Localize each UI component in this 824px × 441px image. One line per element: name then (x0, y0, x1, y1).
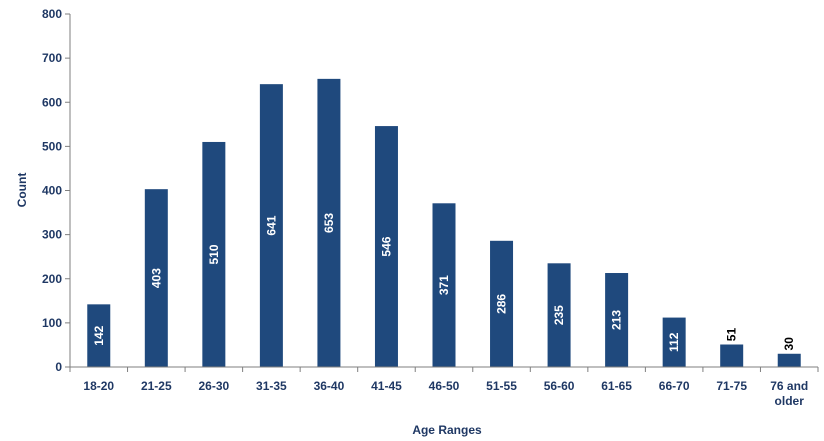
y-tick-label: 300 (42, 228, 62, 242)
bar (87, 304, 111, 367)
x-tick-label: 18-20 (83, 379, 114, 393)
y-tick-label: 600 (42, 95, 62, 109)
y-tick-label: 400 (42, 184, 62, 198)
x-tick-label-line: 56-60 (544, 379, 575, 393)
bar-value-label: 510 (207, 244, 221, 264)
bar (317, 78, 341, 368)
x-tick-label-line: 46-50 (429, 379, 460, 393)
bar-value-label: 371 (437, 275, 451, 295)
bar-value-label: 51 (725, 328, 739, 342)
y-tick-label: 700 (42, 51, 62, 65)
x-tick-label-line: older (775, 394, 805, 408)
y-tick-label: 200 (42, 272, 62, 286)
y-axis-title: Count (15, 173, 29, 208)
bar-value-label: 142 (92, 325, 106, 345)
bar (662, 317, 686, 367)
bar-value-label: 641 (264, 215, 278, 235)
bar (144, 189, 168, 367)
x-tick-label-line: 61-65 (601, 379, 632, 393)
x-tick-label: 76 and older (770, 379, 808, 408)
x-tick-label-line: 66-70 (659, 379, 690, 393)
x-tick-label: 41-45 (371, 379, 402, 393)
y-tick-label: 500 (42, 139, 62, 153)
bar-value-label: 653 (322, 213, 336, 233)
x-tick-label: 61-65 (601, 379, 632, 393)
x-tick-label-line: 51-55 (486, 379, 517, 393)
x-tick-label: 66-70 (659, 379, 690, 393)
x-tick-label-line: 41-45 (371, 379, 402, 393)
bar-value-label: 546 (379, 236, 393, 256)
x-axis: 18-20 21-25 26-30 31-35 36-40 41-45 46-50 51-55… (69, 366, 819, 408)
x-tick-label: 71-75 (716, 379, 747, 393)
bar (259, 84, 283, 367)
y-tick-label: 800 (42, 7, 62, 21)
bar (777, 353, 801, 367)
bar-value-label: 235 (552, 305, 566, 325)
x-tick-label-line: 76 and (770, 379, 808, 393)
bar-value-label: 213 (610, 310, 624, 330)
x-tick-label-line: 36-40 (314, 379, 345, 393)
bar-value-label: 112 (667, 332, 681, 352)
bar (202, 141, 226, 367)
bar-value-label: 403 (149, 268, 163, 288)
bar (720, 344, 744, 367)
bar-value-label: 286 (495, 294, 509, 314)
y-axis: 0 100 200 300 400 500 600 700 800 (42, 7, 71, 374)
x-tick-label: 36-40 (314, 379, 345, 393)
bar-value-label: 30 (782, 337, 796, 351)
bar (374, 126, 398, 367)
bar (547, 263, 571, 367)
x-tick-label-line: 31-35 (256, 379, 287, 393)
x-tick-label: 26-30 (198, 379, 229, 393)
x-tick-label-line: 18-20 (83, 379, 114, 393)
bars: 142 403 510 641 653 546 371 286 235 213 112 51 30 (87, 78, 801, 368)
x-tick-label-line: 21-25 (141, 379, 172, 393)
x-tick-label: 46-50 (429, 379, 460, 393)
x-tick-label: 56-60 (544, 379, 575, 393)
x-tick-label: 21-25 (141, 379, 172, 393)
bar (605, 273, 629, 367)
x-tick-label-line: 71-75 (716, 379, 747, 393)
bar (432, 203, 456, 367)
x-tick-label: 31-35 (256, 379, 287, 393)
x-tick-label: 51-55 (486, 379, 517, 393)
bar (490, 240, 514, 367)
y-tick-label: 100 (42, 316, 62, 330)
x-axis-title: Age Ranges (412, 423, 482, 437)
x-tick-label-line: 26-30 (198, 379, 229, 393)
y-tick-label: 0 (55, 360, 62, 374)
